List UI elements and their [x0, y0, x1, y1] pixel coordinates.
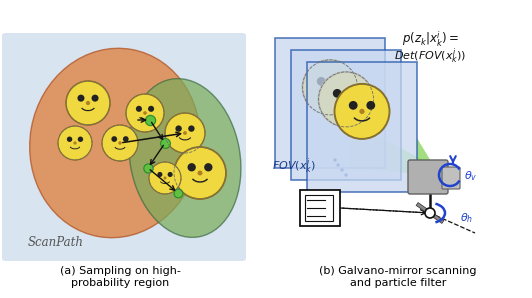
- Circle shape: [123, 136, 129, 142]
- Circle shape: [149, 162, 181, 194]
- Text: $\theta_v$: $\theta_v$: [464, 169, 478, 183]
- FancyBboxPatch shape: [2, 33, 246, 261]
- Circle shape: [78, 136, 83, 142]
- Circle shape: [58, 126, 92, 160]
- Bar: [307, 62, 417, 192]
- Point: [342, 173, 350, 177]
- Circle shape: [333, 89, 342, 98]
- Circle shape: [367, 101, 375, 110]
- Bar: [300, 190, 340, 226]
- Point: [338, 167, 346, 172]
- Text: (b) Galvano-mirror scanning
and particle filter: (b) Galvano-mirror scanning and particle…: [319, 266, 477, 288]
- Circle shape: [183, 131, 187, 135]
- Point: [161, 141, 169, 145]
- Ellipse shape: [30, 48, 201, 238]
- Circle shape: [163, 176, 167, 179]
- Text: $p(z_k|x_k^i)=$: $p(z_k|x_k^i)=$: [402, 30, 459, 49]
- Bar: [291, 50, 401, 180]
- Circle shape: [118, 141, 122, 145]
- Polygon shape: [417, 138, 435, 178]
- Point: [334, 163, 342, 167]
- Circle shape: [168, 172, 173, 177]
- Circle shape: [126, 94, 164, 132]
- Point: [331, 158, 339, 162]
- Point: [144, 166, 152, 170]
- Circle shape: [66, 81, 110, 125]
- Circle shape: [165, 113, 205, 153]
- Circle shape: [157, 172, 162, 177]
- Circle shape: [351, 89, 359, 98]
- Circle shape: [303, 60, 358, 115]
- Circle shape: [67, 136, 72, 142]
- Ellipse shape: [129, 79, 241, 238]
- Bar: [305, 195, 333, 221]
- Text: $FOV(x_k^i)$: $FOV(x_k^i)$: [272, 157, 316, 176]
- Circle shape: [73, 141, 77, 145]
- Circle shape: [188, 125, 195, 132]
- Circle shape: [187, 163, 196, 171]
- Circle shape: [143, 111, 147, 115]
- Circle shape: [86, 101, 90, 105]
- Polygon shape: [350, 123, 430, 175]
- Circle shape: [176, 125, 182, 132]
- FancyBboxPatch shape: [408, 160, 448, 194]
- Circle shape: [335, 77, 343, 86]
- Text: $\theta_h$: $\theta_h$: [460, 211, 473, 225]
- Circle shape: [349, 101, 358, 110]
- FancyBboxPatch shape: [442, 167, 460, 189]
- Circle shape: [317, 77, 326, 86]
- Circle shape: [335, 84, 389, 139]
- Point: [174, 191, 182, 195]
- Circle shape: [359, 109, 364, 114]
- Circle shape: [78, 95, 85, 102]
- Text: (a) Sampling on high-
probability region: (a) Sampling on high- probability region: [60, 266, 180, 288]
- Circle shape: [148, 106, 154, 112]
- Circle shape: [111, 136, 117, 142]
- Circle shape: [92, 95, 98, 102]
- Circle shape: [343, 97, 348, 102]
- Circle shape: [425, 208, 435, 218]
- Text: ScanPath: ScanPath: [28, 236, 84, 249]
- Point: [146, 118, 154, 122]
- Circle shape: [197, 170, 203, 176]
- Circle shape: [174, 147, 226, 199]
- Circle shape: [327, 85, 332, 90]
- Circle shape: [204, 163, 212, 171]
- Circle shape: [136, 106, 142, 112]
- Text: $Det(FOV(x_k^i))$: $Det(FOV(x_k^i))$: [394, 46, 466, 66]
- Bar: [275, 38, 385, 168]
- Circle shape: [319, 72, 373, 127]
- Circle shape: [102, 125, 138, 161]
